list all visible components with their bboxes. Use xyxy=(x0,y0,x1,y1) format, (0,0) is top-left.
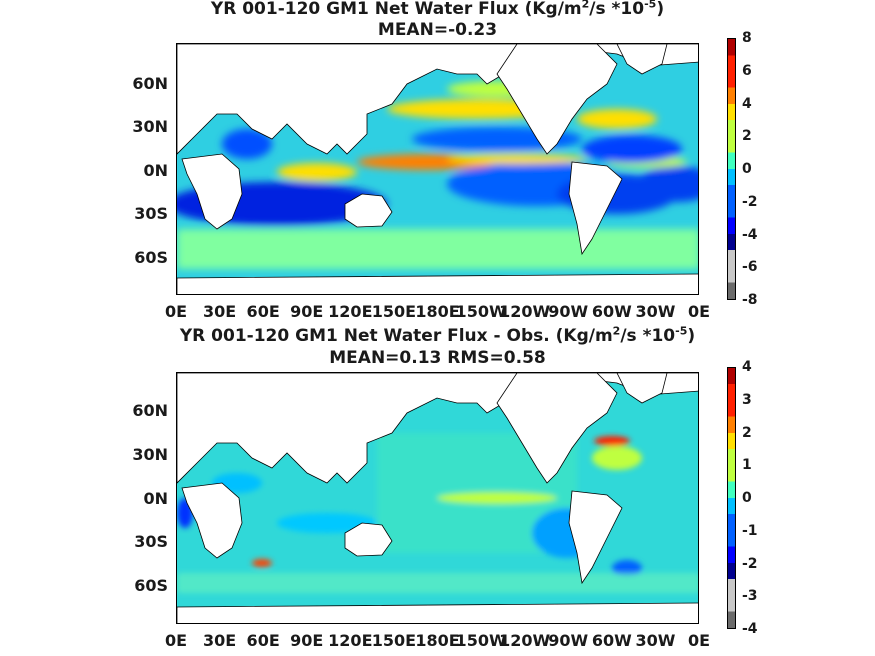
lat-label-60n-p2: 60N xyxy=(132,401,168,420)
lon-label-30e-1-p2: 30E xyxy=(202,631,237,650)
colorbar-tick-p1-4: 0 xyxy=(742,161,752,177)
colorbar-panel-1 xyxy=(727,38,736,300)
lon-label-30w-11-p1: 30W xyxy=(635,302,676,321)
map-net-water-flux xyxy=(176,43,699,295)
lon-label-0e-0-p1: 0E xyxy=(164,302,188,321)
lon-label-0e-12-p2: 0E xyxy=(687,631,711,650)
colorbar-tick-p2-8: -4 xyxy=(742,621,758,637)
colorbar-tick-p1-5: -2 xyxy=(742,193,758,210)
lon-label-60e-2-p2: 60E xyxy=(246,631,280,650)
lon-label-180e-6-p2: 180E xyxy=(415,631,460,650)
lon-label-90e-3-p2: 90E xyxy=(290,631,324,650)
lon-label-0e-0-p2: 0E xyxy=(164,631,188,650)
lat-label-30n: 30N xyxy=(132,117,168,136)
colorbar-tick-p1-0: 8 xyxy=(742,30,752,46)
lon-label-120e-4-p2: 120E xyxy=(328,631,373,650)
map-net-water-flux-minus-obs xyxy=(176,372,699,624)
colorbar-tick-p1-8: -8 xyxy=(742,292,758,308)
colorbar-tick-p1-3: 2 xyxy=(742,128,752,145)
lat-label-30n-p2: 30N xyxy=(132,445,168,464)
lon-label-0e-12-p1: 0E xyxy=(687,302,711,321)
panel-1-title: YR 001-120 GM1 Net Water Flux (Kg/m2/s *… xyxy=(210,0,665,19)
lat-label-0n-p2: 0N xyxy=(143,489,168,508)
colorbar-tick-p1-1: 6 xyxy=(742,62,752,79)
lon-label-30w-11-p2: 30W xyxy=(635,631,676,650)
lon-label-150w-7-p2: 150W xyxy=(455,631,507,650)
lon-label-90e-3-p1: 90E xyxy=(290,302,324,321)
colorbar-tick-p2-7: -3 xyxy=(742,588,758,605)
colorbar-tick-p2-3: 1 xyxy=(742,457,752,474)
lon-label-150e-5-p1: 150E xyxy=(371,302,417,321)
lon-label-90w-9-p2: 90W xyxy=(548,631,589,650)
colorbar-tick-p1-6: -4 xyxy=(742,226,758,243)
colorbar-tick-p2-5: -1 xyxy=(742,522,758,539)
colorbar-tick-p2-4: 0 xyxy=(742,490,752,506)
panel-1-subtitle: MEAN=-0.23 xyxy=(377,20,498,40)
panel-2-subtitle: MEAN=0.13 RMS=0.58 xyxy=(329,348,546,368)
lat-label-60s-p2: 60S xyxy=(134,576,168,595)
lat-label-30s: 30S xyxy=(134,204,168,223)
panel-2-title: YR 001-120 GM1 Net Water Flux - Obs. (Kg… xyxy=(179,324,696,346)
lon-label-180e-6-p1: 180E xyxy=(415,302,460,321)
colorbar-tick-p2-6: -2 xyxy=(742,555,758,572)
lat-label-60s: 60S xyxy=(134,248,168,267)
lon-label-60e-2-p1: 60E xyxy=(246,302,280,321)
colorbar-tick-p2-0: 4 xyxy=(742,359,752,375)
lon-label-120w-8-p2: 120W xyxy=(499,631,551,650)
lon-label-150e-5-p2: 150E xyxy=(371,631,417,650)
colorbar-tick-p2-1: 3 xyxy=(742,391,752,408)
lon-label-30e-1-p1: 30E xyxy=(202,302,237,321)
lat-label-30s-p2: 30S xyxy=(134,532,168,551)
lon-label-90w-9-p1: 90W xyxy=(548,302,589,321)
colorbar-tick-p1-7: -6 xyxy=(742,259,758,276)
lon-label-60w-10-p1: 60W xyxy=(591,302,632,321)
lon-label-60w-10-p2: 60W xyxy=(591,631,632,650)
lat-label-60n: 60N xyxy=(132,74,168,93)
lon-label-150w-7-p1: 150W xyxy=(455,302,507,321)
colorbar-tick-p2-2: 2 xyxy=(742,424,752,441)
lon-label-120w-8-p1: 120W xyxy=(499,302,551,321)
colorbar-panel-2 xyxy=(727,367,736,629)
lon-label-120e-4-p1: 120E xyxy=(328,302,373,321)
lat-label-0n: 0N xyxy=(143,161,168,180)
colorbar-tick-p1-2: 4 xyxy=(742,95,752,112)
